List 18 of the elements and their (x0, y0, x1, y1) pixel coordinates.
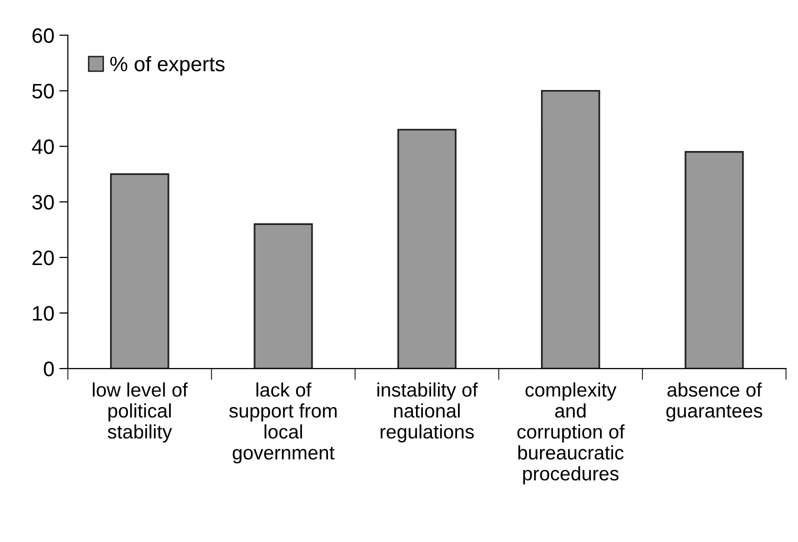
y-tick-label: 30 (32, 194, 54, 210)
y-tick-label: 0 (44, 362, 54, 376)
y-tick-label: 50 (32, 84, 54, 99)
bar (541, 90, 600, 369)
y-tick-label: 40 (32, 139, 54, 154)
bar (684, 151, 744, 369)
y-tick-label: 60 (32, 28, 54, 43)
y-tick-label: 10 (33, 306, 54, 321)
x-tick-label: low level of political stability (92, 382, 188, 442)
x-tick-label: lack of support from local government (229, 382, 337, 464)
x-tick-label: instability of national regulations (377, 382, 478, 442)
x-tick-label: absence of guarantees (666, 382, 762, 422)
legend-label: % of experts (110, 56, 225, 76)
bar (254, 223, 313, 369)
y-tick-label: 20 (32, 250, 54, 266)
bar (397, 128, 456, 369)
x-tick-label: complexity and corruption of bureaucratic procedures (517, 382, 625, 484)
bar (110, 173, 170, 369)
